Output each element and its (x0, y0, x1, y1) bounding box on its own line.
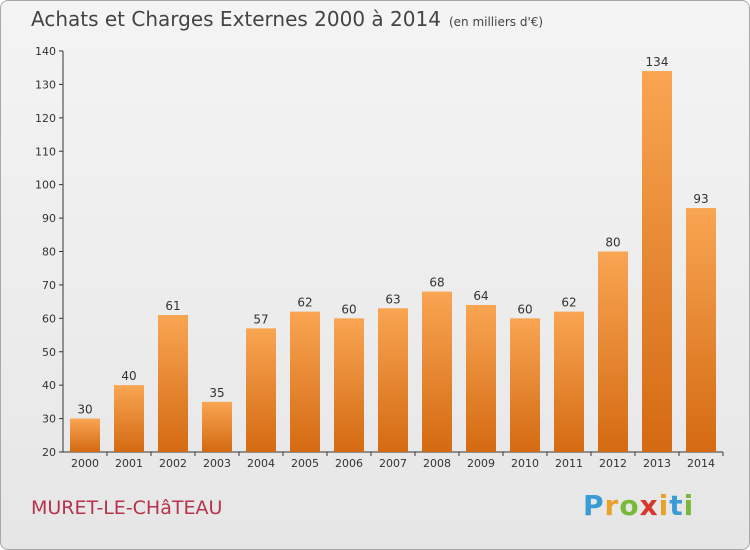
bar-2008 (422, 292, 452, 452)
logo-letter: x (640, 489, 659, 522)
y-tick-label: 30 (42, 413, 56, 426)
value-label-2002: 61 (165, 299, 180, 313)
bar-2006 (334, 318, 364, 452)
value-label-2010: 60 (517, 302, 532, 316)
x-tick-label-2002: 2002 (159, 457, 187, 470)
value-label-2008: 68 (429, 276, 444, 290)
chart-frame: Achats et Charges Externes 2000 à 2014 (e… (0, 0, 750, 550)
bar-chart: 20 30 40 50 60 70 80 90 100 110 120 130 140 2000 2001 2… (1, 1, 750, 550)
proxiti-logo: Proxiti (583, 489, 694, 522)
bar-2007 (378, 308, 408, 452)
value-label-2000: 30 (77, 403, 92, 417)
y-tick-label: 110 (35, 145, 56, 158)
value-label-2003: 35 (209, 386, 224, 400)
y-tick-label: 100 (35, 179, 56, 192)
y-tick-label: 50 (42, 346, 56, 359)
value-label-2001: 40 (121, 369, 136, 383)
bar-2005 (290, 312, 320, 452)
bar-2010 (510, 318, 540, 452)
x-tick-label-2008: 2008 (423, 457, 451, 470)
bar-2013 (642, 71, 672, 452)
bar-2003 (202, 402, 232, 452)
bar-2002 (158, 315, 188, 452)
x-tick-label-2005: 2005 (291, 457, 319, 470)
y-tick-label: 70 (42, 279, 56, 292)
bar-2011 (554, 312, 584, 452)
bar-2009 (466, 305, 496, 452)
x-tick-label-2013: 2013 (643, 457, 671, 470)
y-tick-label: 20 (42, 446, 56, 459)
x-tick-label-2007: 2007 (379, 457, 407, 470)
x-tick-label-2000: 2000 (71, 457, 99, 470)
value-label-2012: 80 (605, 236, 620, 250)
y-tick-label: 90 (42, 212, 56, 225)
value-label-2004: 57 (253, 312, 268, 326)
value-label-2011: 62 (561, 296, 576, 310)
x-tick-label-2010: 2010 (511, 457, 539, 470)
bar-2001 (114, 385, 144, 452)
x-tick-label-2004: 2004 (247, 457, 275, 470)
value-label-2006: 60 (341, 302, 356, 316)
x-tick-label-2003: 2003 (203, 457, 231, 470)
logo-letter: r (605, 489, 620, 522)
y-tick-label: 140 (35, 45, 56, 58)
logo-letter: i (684, 489, 695, 522)
bar-2000 (70, 419, 100, 452)
x-tick-label-2014: 2014 (687, 457, 715, 470)
y-tick-label: 80 (42, 246, 56, 259)
bar-2012 (598, 252, 628, 453)
y-tick-label: 130 (35, 78, 56, 91)
value-label-2005: 62 (297, 296, 312, 310)
bar-2004 (246, 328, 276, 452)
y-tick-label: 40 (42, 379, 56, 392)
logo-letter: o (619, 489, 639, 522)
y-tick-label: 120 (35, 112, 56, 125)
x-tick-label-2012: 2012 (599, 457, 627, 470)
x-tick-label-2001: 2001 (115, 457, 143, 470)
value-label-2013: 134 (646, 55, 669, 69)
value-label-2009: 64 (473, 289, 488, 303)
logo-letter: i (659, 489, 670, 522)
x-tick-label-2009: 2009 (467, 457, 495, 470)
city-name: MURET-LE-CHâTEAU (31, 497, 222, 519)
value-label-2014: 93 (693, 192, 708, 206)
logo-letter: P (583, 489, 605, 522)
y-tick-label: 60 (42, 312, 56, 325)
x-tick-label-2011: 2011 (555, 457, 583, 470)
bar-2014 (686, 208, 716, 452)
value-label-2007: 63 (385, 292, 400, 306)
x-tick-label-2006: 2006 (335, 457, 363, 470)
logo-letter: t (669, 489, 683, 522)
